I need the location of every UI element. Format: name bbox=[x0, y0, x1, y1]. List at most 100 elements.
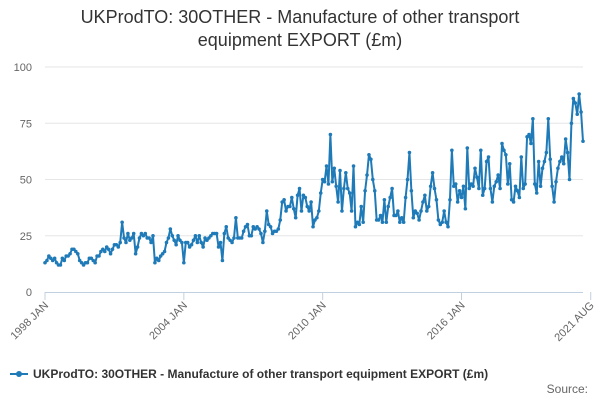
data-point[interactable] bbox=[428, 184, 433, 189]
data-point[interactable] bbox=[172, 238, 176, 243]
data-point[interactable] bbox=[534, 191, 539, 195]
data-point[interactable] bbox=[276, 227, 281, 231]
data-point[interactable] bbox=[328, 132, 333, 137]
data-point[interactable] bbox=[201, 245, 205, 249]
data-point[interactable] bbox=[480, 193, 485, 198]
data-point[interactable] bbox=[407, 150, 412, 155]
data-point[interactable] bbox=[257, 227, 261, 231]
data-point[interactable] bbox=[473, 166, 477, 171]
data-point[interactable] bbox=[548, 157, 553, 162]
data-point[interactable] bbox=[448, 197, 452, 202]
data-point[interactable] bbox=[143, 231, 148, 236]
data-point[interactable] bbox=[563, 137, 568, 141]
data-point[interactable] bbox=[571, 96, 576, 101]
data-point[interactable] bbox=[504, 152, 508, 157]
data-point[interactable] bbox=[332, 166, 337, 171]
data-point[interactable] bbox=[347, 191, 352, 195]
data-point[interactable] bbox=[239, 236, 244, 240]
data-point[interactable] bbox=[434, 197, 439, 202]
data-point[interactable] bbox=[363, 188, 367, 193]
data-point[interactable] bbox=[311, 224, 315, 229]
data-point[interactable] bbox=[218, 240, 223, 245]
data-point[interactable] bbox=[342, 186, 346, 191]
data-point[interactable] bbox=[527, 132, 531, 137]
data-point[interactable] bbox=[189, 242, 194, 247]
data-point[interactable] bbox=[199, 240, 203, 245]
data-point[interactable] bbox=[492, 184, 497, 189]
data-point[interactable] bbox=[45, 258, 49, 263]
data-point[interactable] bbox=[581, 139, 585, 144]
data-point[interactable] bbox=[440, 220, 445, 225]
data-point[interactable] bbox=[532, 182, 537, 186]
data-point[interactable] bbox=[245, 222, 250, 227]
data-point[interactable] bbox=[151, 233, 155, 238]
data-point[interactable] bbox=[361, 220, 365, 225]
data-point[interactable] bbox=[500, 141, 504, 146]
data-point[interactable] bbox=[382, 197, 387, 202]
data-point[interactable] bbox=[554, 179, 558, 184]
data-point[interactable] bbox=[185, 240, 190, 245]
data-point[interactable] bbox=[415, 211, 419, 216]
data-point[interactable] bbox=[340, 209, 344, 213]
data-point[interactable] bbox=[116, 245, 121, 249]
data-point[interactable] bbox=[131, 231, 136, 236]
data-point[interactable] bbox=[536, 159, 541, 164]
data-point[interactable] bbox=[372, 188, 377, 193]
data-point[interactable] bbox=[324, 164, 329, 168]
data-point[interactable] bbox=[550, 184, 554, 189]
data-point[interactable] bbox=[166, 236, 171, 240]
data-point[interactable] bbox=[153, 260, 157, 265]
data-point[interactable] bbox=[475, 175, 479, 180]
data-point[interactable] bbox=[519, 155, 524, 159]
data-point[interactable] bbox=[577, 92, 581, 96]
data-point[interactable] bbox=[135, 245, 140, 249]
data-point[interactable] bbox=[282, 197, 286, 202]
data-point[interactable] bbox=[268, 224, 273, 229]
data-point[interactable] bbox=[359, 204, 364, 209]
data-point[interactable] bbox=[97, 254, 101, 258]
data-point[interactable] bbox=[120, 220, 124, 225]
data-point[interactable] bbox=[322, 179, 327, 184]
data-point[interactable] bbox=[398, 220, 402, 225]
data-point[interactable] bbox=[467, 186, 472, 191]
data-point[interactable] bbox=[378, 213, 383, 218]
data-point[interactable] bbox=[403, 195, 408, 200]
data-point[interactable] bbox=[444, 220, 448, 225]
data-point[interactable] bbox=[461, 184, 466, 189]
data-point[interactable] bbox=[133, 251, 138, 256]
data-point[interactable] bbox=[345, 186, 350, 191]
data-point[interactable] bbox=[309, 200, 313, 204]
data-point[interactable] bbox=[147, 236, 151, 240]
data-point[interactable] bbox=[453, 182, 458, 186]
data-point[interactable] bbox=[318, 191, 323, 195]
data-point[interactable] bbox=[264, 209, 269, 213]
data-point[interactable] bbox=[442, 209, 446, 213]
data-point[interactable] bbox=[494, 179, 499, 184]
data-point[interactable] bbox=[446, 224, 450, 229]
data-point[interactable] bbox=[471, 184, 475, 189]
data-point[interactable] bbox=[565, 150, 570, 155]
data-point[interactable] bbox=[573, 101, 578, 105]
data-point[interactable] bbox=[450, 148, 454, 153]
data-point[interactable] bbox=[284, 209, 288, 213]
data-point[interactable] bbox=[353, 224, 358, 229]
data-point[interactable] bbox=[68, 251, 72, 256]
data-point[interactable] bbox=[515, 188, 520, 193]
data-point[interactable] bbox=[305, 204, 310, 209]
data-point[interactable] bbox=[488, 186, 493, 191]
data-point[interactable] bbox=[334, 184, 338, 189]
legend-item[interactable]: UKProdTO: 30OTHER - Manufacture of other… bbox=[10, 366, 488, 382]
data-point[interactable] bbox=[369, 157, 373, 162]
data-point[interactable] bbox=[303, 195, 308, 200]
data-point[interactable] bbox=[336, 200, 340, 204]
data-point[interactable] bbox=[162, 249, 167, 254]
data-point[interactable] bbox=[93, 260, 97, 265]
data-point[interactable] bbox=[523, 182, 527, 186]
data-point[interactable] bbox=[521, 186, 526, 191]
data-point[interactable] bbox=[421, 200, 425, 204]
data-point[interactable] bbox=[232, 236, 236, 240]
data-point[interactable] bbox=[124, 240, 128, 245]
data-point[interactable] bbox=[396, 209, 400, 213]
data-point[interactable] bbox=[498, 186, 502, 191]
data-point[interactable] bbox=[122, 236, 126, 240]
